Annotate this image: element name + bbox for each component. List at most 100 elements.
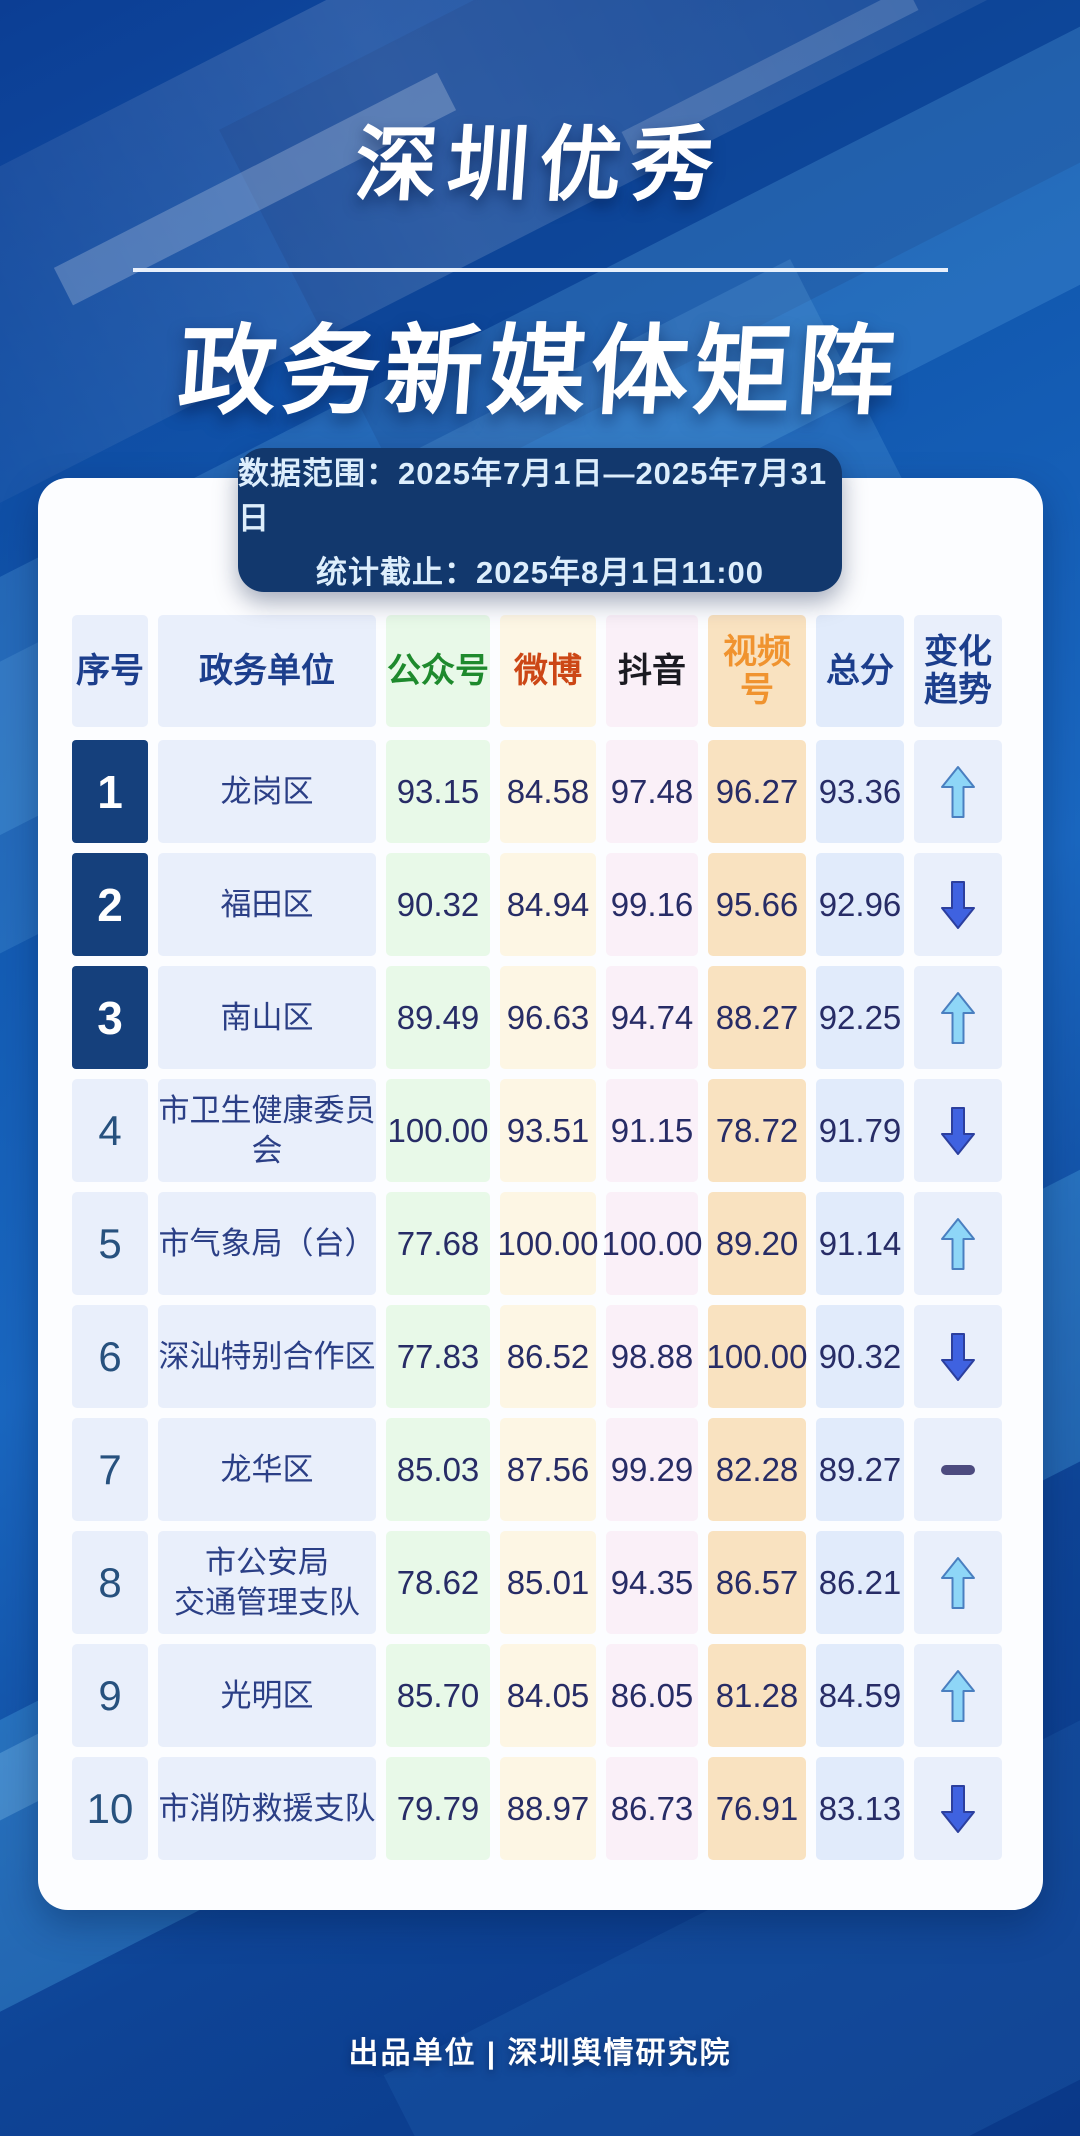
- weibo-score-cell: 93.51: [500, 1079, 596, 1182]
- column-header-gongzhonghao: 公众号: [386, 615, 490, 727]
- column-header-trend: 变化趋势: [914, 615, 1002, 727]
- unit-name-cell: 龙岗区: [158, 740, 376, 843]
- total-score-cell: 91.14: [816, 1192, 904, 1295]
- trend-down-icon: [941, 880, 975, 929]
- shipinhao-score-cell: 96.27: [708, 740, 806, 843]
- gongzhonghao-score-cell: 85.03: [386, 1418, 490, 1521]
- ranking-table: 序号 政务单位 公众号 微博 抖音 视频号 总分 变化趋势 1 龙岗区 93.1…: [72, 615, 1009, 1860]
- weibo-score-cell: 84.58: [500, 740, 596, 843]
- douyin-score-cell: 97.48: [606, 740, 698, 843]
- douyin-score-cell: 99.16: [606, 853, 698, 956]
- gongzhonghao-score-cell: 89.49: [386, 966, 490, 1069]
- douyin-score-cell: 91.15: [606, 1079, 698, 1182]
- trend-cell: [914, 1757, 1002, 1860]
- gongzhonghao-score-cell: 78.62: [386, 1531, 490, 1634]
- gongzhonghao-score-cell: 85.70: [386, 1644, 490, 1747]
- unit-name-cell: 南山区: [158, 966, 376, 1069]
- trend-down-icon: [941, 1106, 975, 1155]
- gongzhonghao-score-cell: 100.00: [386, 1079, 490, 1182]
- rank-cell: 6: [72, 1305, 148, 1408]
- unit-name-cell: 龙华区: [158, 1418, 376, 1521]
- shipinhao-score-cell: 95.66: [708, 853, 806, 956]
- unit-name-cell: 市卫生健康委员会: [158, 1079, 376, 1182]
- column-header-douyin: 抖音: [606, 615, 698, 727]
- poster-title-line1: 深圳优秀: [352, 120, 727, 211]
- rank-cell: 7: [72, 1418, 148, 1521]
- rank-cell: 4: [72, 1079, 148, 1182]
- shipinhao-score-cell: 100.00: [707, 1305, 807, 1408]
- trend-cell: [914, 1192, 1002, 1295]
- trend-cell: [914, 740, 1002, 843]
- weibo-score-cell: 100.00: [498, 1192, 598, 1295]
- trend-cell: [914, 1079, 1002, 1182]
- total-score-cell: 90.32: [816, 1305, 904, 1408]
- trend-cell: [914, 1531, 1002, 1634]
- trend-cell: [914, 1305, 1002, 1408]
- total-score-cell: 86.21: [816, 1531, 904, 1634]
- total-score-cell: 91.79: [816, 1079, 904, 1182]
- douyin-score-cell: 86.05: [606, 1644, 698, 1747]
- trend-up-icon: [941, 1556, 975, 1609]
- douyin-score-cell: 86.73: [606, 1757, 698, 1860]
- total-score-cell: 84.59: [816, 1644, 904, 1747]
- rank-cell: 8: [72, 1531, 148, 1634]
- total-score-cell: 92.96: [816, 853, 904, 956]
- douyin-score-cell: 94.74: [606, 966, 698, 1069]
- total-score-cell: 93.36: [816, 740, 904, 843]
- trend-up-icon: [941, 991, 975, 1044]
- column-header-total: 总分: [816, 615, 904, 727]
- trend-down-icon: [941, 1332, 975, 1381]
- gongzhonghao-score-cell: 90.32: [386, 853, 490, 956]
- trend-flat-icon: [941, 1464, 975, 1475]
- shipinhao-score-cell: 78.72: [708, 1079, 806, 1182]
- producer-credit: 出品单位 | 深圳舆情研究院: [348, 2037, 732, 2070]
- poster-title-line2: 政务新媒体矩阵: [175, 316, 904, 426]
- unit-name-cell: 市气象局（台）: [158, 1192, 376, 1295]
- douyin-score-cell: 94.35: [606, 1531, 698, 1634]
- douyin-score-cell: 99.29: [606, 1418, 698, 1521]
- shipinhao-score-cell: 81.28: [708, 1644, 806, 1747]
- rank-cell: 2: [72, 853, 148, 956]
- total-score-cell: 89.27: [816, 1418, 904, 1521]
- shipinhao-score-cell: 76.91: [708, 1757, 806, 1860]
- total-score-cell: 92.25: [816, 966, 904, 1069]
- unit-name-cell: 市消防救援支队: [158, 1757, 376, 1860]
- gongzhonghao-score-cell: 79.79: [386, 1757, 490, 1860]
- weibo-score-cell: 96.63: [500, 966, 596, 1069]
- rank-cell: 1: [72, 740, 148, 843]
- weibo-score-cell: 84.94: [500, 853, 596, 956]
- rank-cell: 10: [72, 1757, 148, 1860]
- gongzhonghao-score-cell: 77.68: [386, 1192, 490, 1295]
- rank-cell: 9: [72, 1644, 148, 1747]
- weibo-score-cell: 87.56: [500, 1418, 596, 1521]
- weibo-score-cell: 86.52: [500, 1305, 596, 1408]
- data-range-line: 数据范围：2025年7月1日—2025年7月31日: [238, 456, 828, 536]
- trend-up-icon: [941, 1669, 975, 1722]
- shipinhao-score-cell: 89.20: [708, 1192, 806, 1295]
- unit-name-cell: 光明区: [158, 1644, 376, 1747]
- ranking-table-card: 序号 政务单位 公众号 微博 抖音 视频号 总分 变化趋势 1 龙岗区 93.1…: [38, 478, 1043, 1910]
- trend-cell: [914, 1418, 1002, 1521]
- column-header-shipinhao: 视频号: [708, 615, 806, 727]
- trend-cell: [914, 966, 1002, 1069]
- gongzhonghao-score-cell: 93.15: [386, 740, 490, 843]
- column-header-unit: 政务单位: [158, 615, 376, 727]
- unit-name-cell: 市公安局 交通管理支队: [158, 1531, 376, 1634]
- shipinhao-score-cell: 82.28: [708, 1418, 806, 1521]
- total-score-cell: 83.13: [816, 1757, 904, 1860]
- data-range-box: 数据范围：2025年7月1日—2025年7月31日 统计截止：2025年8月1日…: [238, 448, 842, 592]
- rank-cell: 3: [72, 966, 148, 1069]
- column-header-weibo: 微博: [500, 615, 596, 727]
- rank-cell: 5: [72, 1192, 148, 1295]
- trend-cell: [914, 853, 1002, 956]
- gongzhonghao-score-cell: 77.83: [386, 1305, 490, 1408]
- trend-cell: [914, 1644, 1002, 1747]
- column-header-rank: 序号: [72, 615, 148, 727]
- shipinhao-score-cell: 88.27: [708, 966, 806, 1069]
- trend-down-icon: [941, 1784, 975, 1833]
- shipinhao-score-cell: 86.57: [708, 1531, 806, 1634]
- title-divider: [133, 268, 948, 272]
- unit-name-cell: 福田区: [158, 853, 376, 956]
- weibo-score-cell: 88.97: [500, 1757, 596, 1860]
